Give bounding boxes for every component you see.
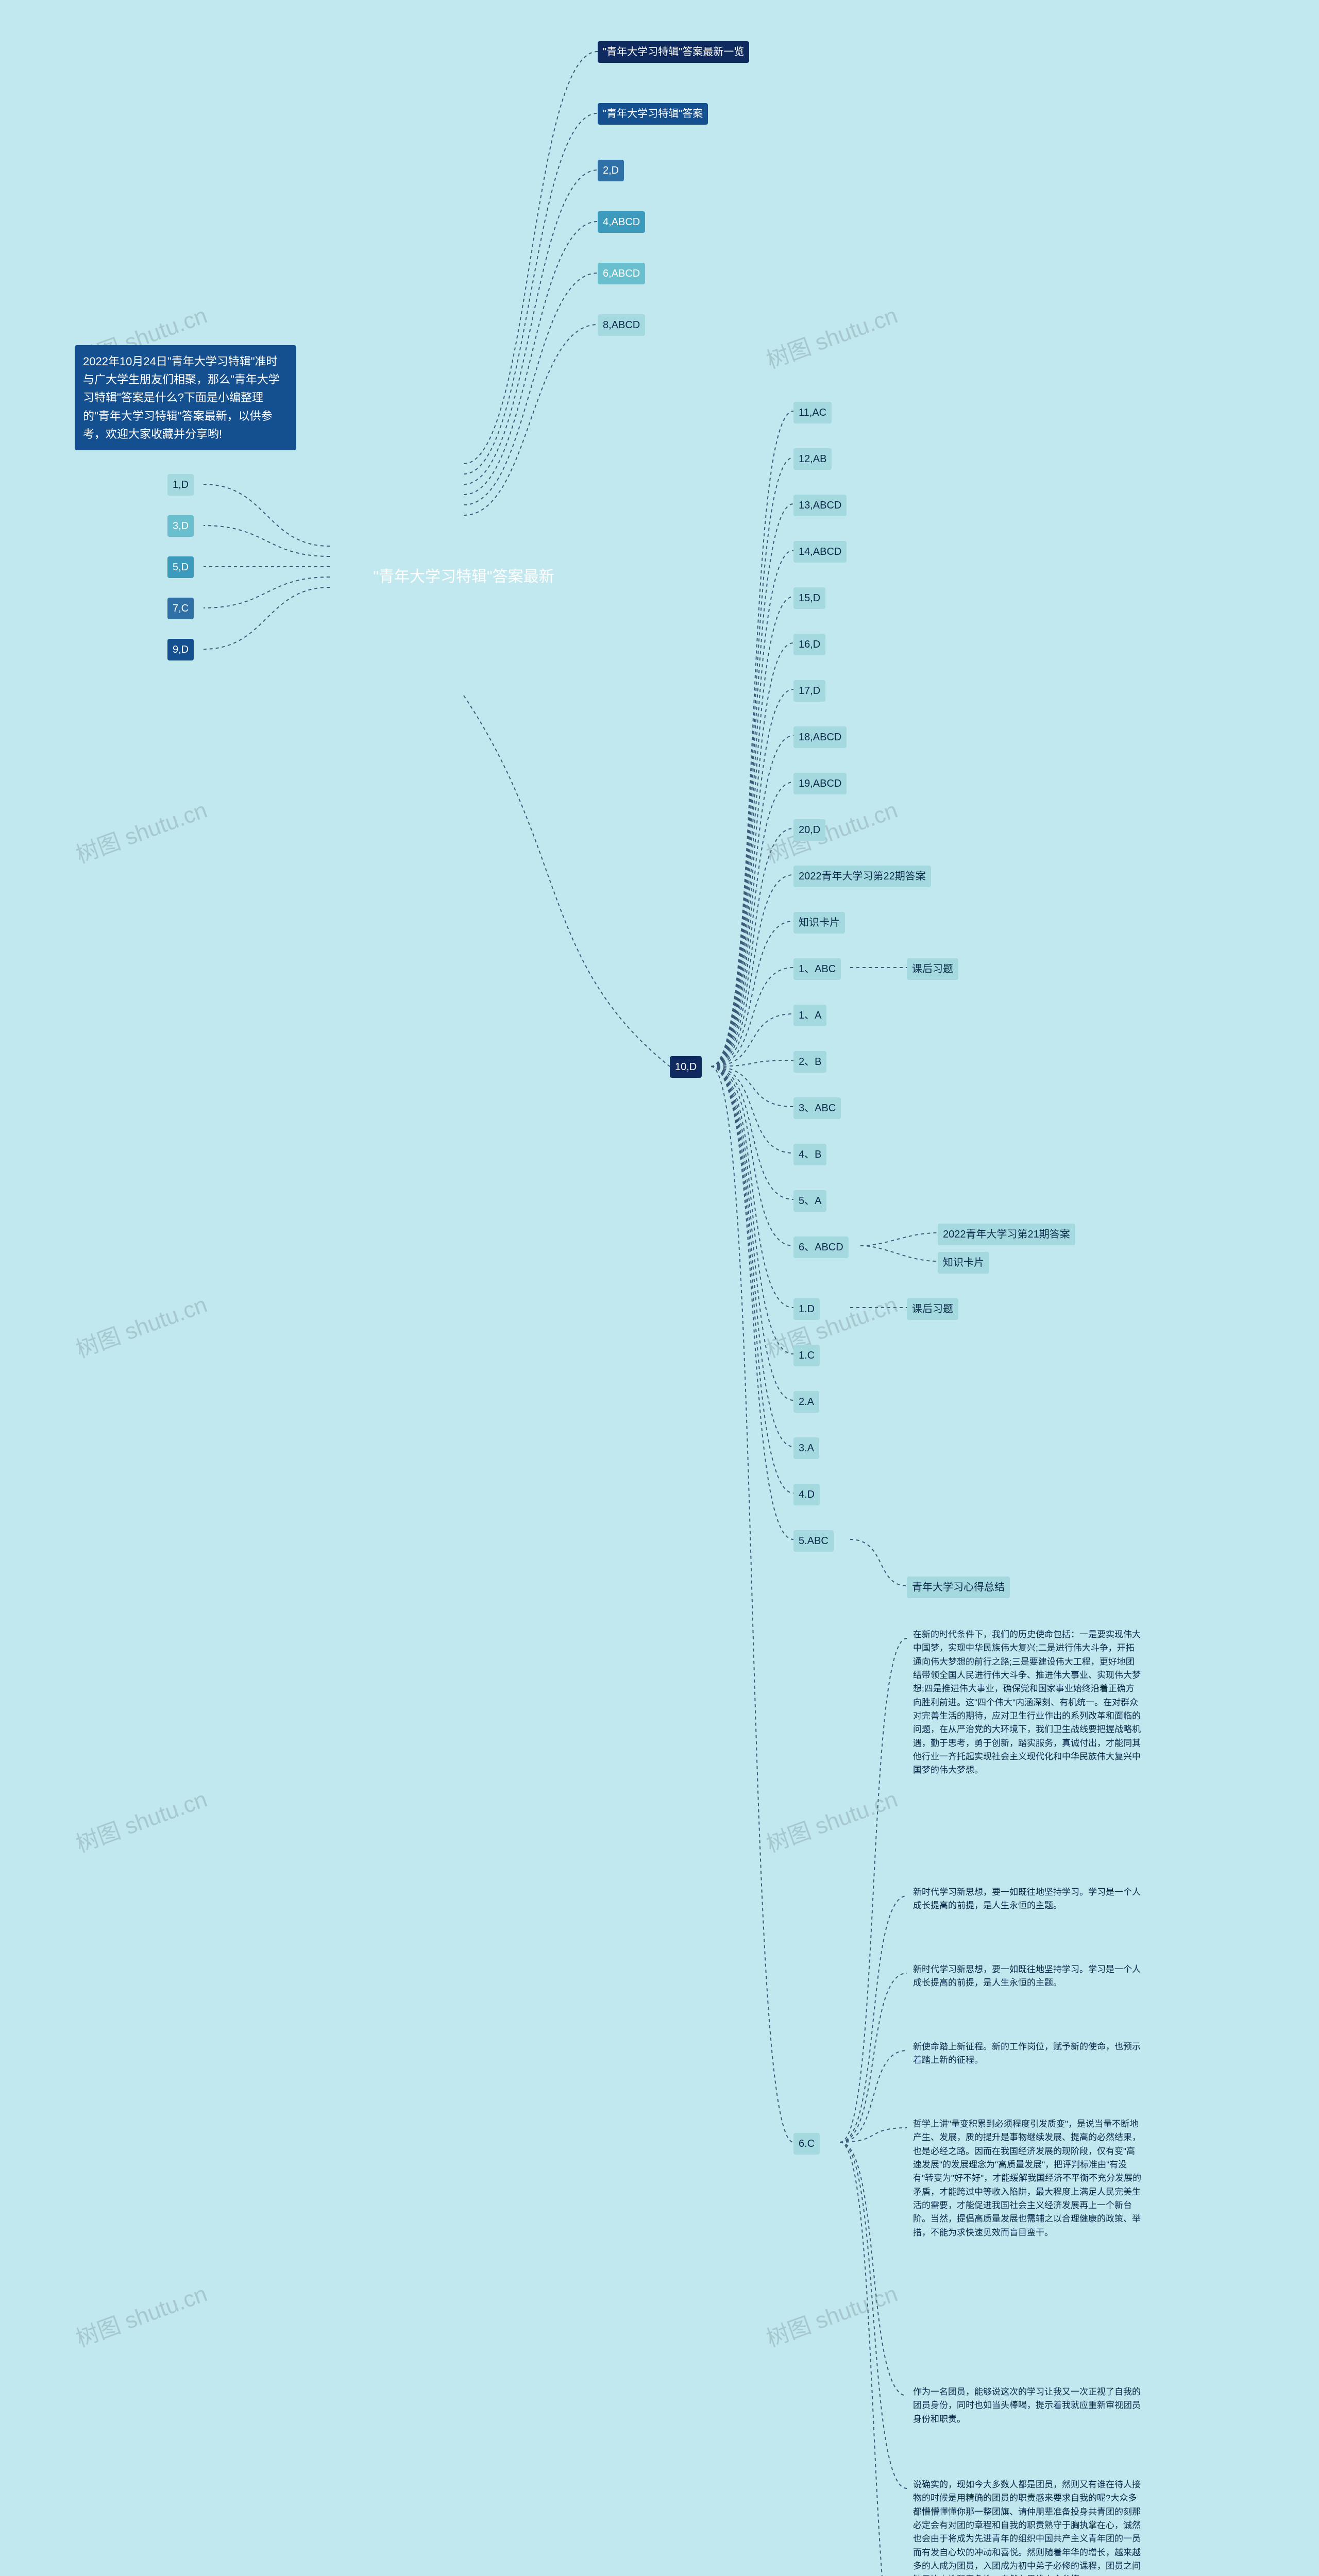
paragraph-2: 新时代学习新思想，要一如既往地坚持学习。学习是一个人成长提高的前提，是人生永恒的… (907, 1958, 1149, 1995)
watermark: 树图 shutu.cn (71, 1781, 211, 1858)
right-node-5[interactable]: 16,D (793, 634, 825, 655)
paragraph-4: 哲学上讲"量变积累到必须程度引发质变"，是说当量不断地产生、发展，质的提升是事物… (907, 2112, 1149, 2245)
right-node-24[interactable]: 5.ABC (793, 1530, 834, 1552)
right-node-1[interactable]: 12,AB (793, 448, 832, 470)
center-topic[interactable]: "青年大学习特辑"答案最新 (330, 443, 598, 711)
right-node-25[interactable]: 6.C (793, 2133, 820, 2155)
paragraph-6: 说确实的，现如今大多数人都是团员，然则又有谁在待人接物的时候是用精确的团员的职责… (907, 2473, 1149, 2576)
top-node-4[interactable]: 6,ABCD (598, 263, 645, 284)
top-node-0[interactable]: "青年大学习特辑"答案最新一览 (598, 41, 749, 63)
right-node-19[interactable]: 1.D (793, 1298, 820, 1320)
paragraph-1: 新时代学习新思想，要一如既往地坚持学习。学习是一个人成长提高的前提，是人生永恒的… (907, 1880, 1149, 1918)
watermark: 树图 shutu.cn (761, 1781, 901, 1858)
watermark: 树图 shutu.cn (761, 2275, 901, 2353)
top-node-1[interactable]: "青年大学习特辑"答案 (598, 103, 708, 125)
right-node-23[interactable]: 4.D (793, 1484, 820, 1505)
right-node-13[interactable]: 1、A (793, 1005, 826, 1026)
right-node-18-child-1[interactable]: 知识卡片 (938, 1252, 989, 1274)
right-node-3[interactable]: 14,ABCD (793, 541, 847, 563)
right-node-22[interactable]: 3.A (793, 1437, 819, 1459)
left-node-1[interactable]: 3,D (167, 515, 194, 537)
right-node-18-child-0[interactable]: 2022青年大学习第21期答案 (938, 1224, 1075, 1245)
right-node-20[interactable]: 1.C (793, 1345, 820, 1366)
right-node-18[interactable]: 6、ABCD (793, 1236, 849, 1258)
paragraph-3: 新使命踏上新征程。新的工作岗位，赋予新的使命，也预示着踏上新的征程。 (907, 2035, 1149, 2073)
right-node-10[interactable]: 2022青年大学习第22期答案 (793, 866, 931, 887)
right-node-2[interactable]: 13,ABCD (793, 495, 847, 516)
mindmap-canvas: 树图 shutu.cn 树图 shutu.cn 树图 shutu.cn 树图 shut… (0, 0, 1319, 2576)
right-node-11[interactable]: 知识卡片 (793, 912, 845, 934)
center-topic-label: "青年大学习特辑"答案最新 (373, 566, 554, 588)
watermark: 树图 shutu.cn (761, 791, 901, 869)
right-node-8[interactable]: 19,ABCD (793, 773, 847, 794)
left-node-3[interactable]: 7,C (167, 598, 194, 619)
right-node-12[interactable]: 1、ABC (793, 958, 841, 980)
paragraph-5: 作为一名团员，能够说这次的学习让我又一次正视了自我的团员身份，同时也如当头棒喝，… (907, 2380, 1149, 2431)
paragraph-0: 在新的时代条件下，我们的历史使命包括：一是要实现伟大中国梦，实现中华民族伟大复兴… (907, 1623, 1149, 1783)
left-node-4[interactable]: 9,D (167, 639, 194, 660)
left-node-2[interactable]: 5,D (167, 556, 194, 578)
intro-block: 2022年10月24日"青年大学习特辑"准时与广大学生朋友们相聚，那么"青年大学… (75, 345, 296, 450)
right-node-0[interactable]: 11,AC (793, 402, 832, 423)
watermark: 树图 shutu.cn (71, 791, 211, 869)
right-node-14[interactable]: 2、B (793, 1051, 826, 1073)
watermark: 树图 shutu.cn (761, 297, 901, 375)
watermark: 树图 shutu.cn (761, 1286, 901, 1364)
right-node-21[interactable]: 2.A (793, 1391, 819, 1413)
node-10d[interactable]: 10,D (670, 1056, 702, 1078)
right-node-7[interactable]: 18,ABCD (793, 726, 847, 748)
right-node-15[interactable]: 3、ABC (793, 1097, 841, 1119)
right-node-6[interactable]: 17,D (793, 680, 825, 702)
top-node-2[interactable]: 2,D (598, 160, 624, 181)
right-node-12-child[interactable]: 课后习题 (907, 958, 958, 980)
paragraphs-header[interactable]: 青年大学习心得总结 (907, 1577, 1010, 1598)
right-node-17[interactable]: 5、A (793, 1190, 826, 1212)
right-node-4[interactable]: 15,D (793, 587, 825, 609)
watermark: 树图 shutu.cn (71, 1286, 211, 1364)
top-node-5[interactable]: 8,ABCD (598, 314, 645, 336)
top-node-3[interactable]: 4,ABCD (598, 211, 645, 233)
right-node-9[interactable]: 20,D (793, 819, 825, 841)
left-node-0[interactable]: 1,D (167, 474, 194, 496)
right-node-19-child[interactable]: 课后习题 (907, 1298, 958, 1320)
right-node-16[interactable]: 4、B (793, 1144, 826, 1165)
watermark: 树图 shutu.cn (71, 2275, 211, 2353)
